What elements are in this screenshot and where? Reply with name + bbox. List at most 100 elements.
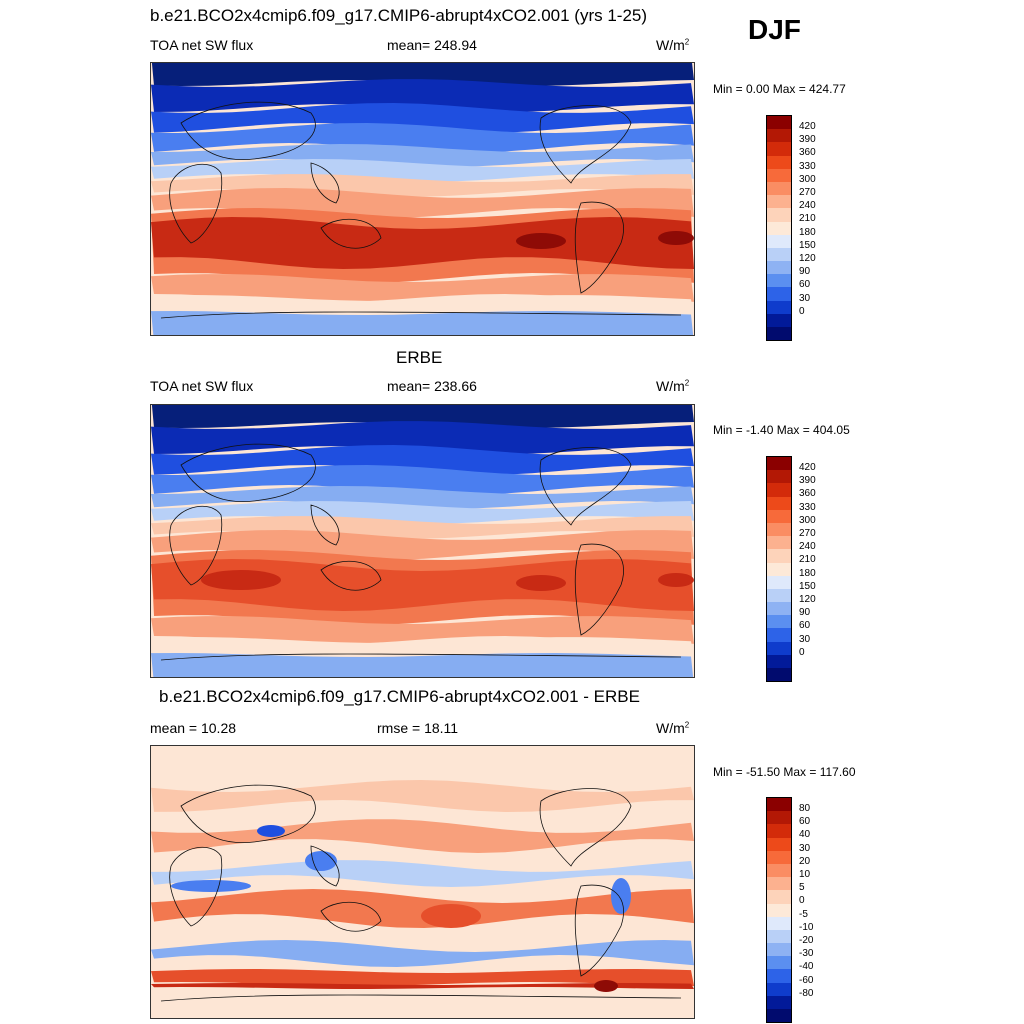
colorbar-tick-label: -20 xyxy=(799,935,814,946)
colorbar-segment xyxy=(767,522,791,537)
contour-band xyxy=(151,486,694,509)
contour-maximum xyxy=(658,231,694,245)
colorbar-segment xyxy=(767,155,791,169)
colorbar-segment xyxy=(767,982,791,996)
colorbar-tick-label: 20 xyxy=(799,855,811,867)
colorbar-tick-label: 120 xyxy=(799,594,816,605)
contour-minimum xyxy=(257,825,285,837)
colorbar-segment xyxy=(767,536,791,550)
map-plot xyxy=(150,745,695,1019)
colorbar-tick-label: -60 xyxy=(799,974,814,986)
colorbar-tick-label: 300 xyxy=(799,173,816,185)
colorbar-segment xyxy=(767,509,791,523)
colorbar-segment xyxy=(767,811,791,825)
colorbar-tick-label: 180 xyxy=(799,567,816,579)
colorbar-tick-label: 390 xyxy=(799,475,816,487)
contour-maximum xyxy=(658,573,694,587)
colorbar-segment xyxy=(767,824,791,838)
colorbar-segment xyxy=(767,995,791,1009)
colorbar-tick-label: 120 xyxy=(799,253,816,264)
colorbar-segment xyxy=(767,483,791,497)
map-plot xyxy=(150,62,695,336)
contour-band xyxy=(151,653,694,677)
colorbar-segment xyxy=(767,837,791,851)
colorbar-tick-label: 180 xyxy=(799,226,816,238)
colorbar-segment xyxy=(767,327,791,341)
contour-band xyxy=(151,860,694,887)
colorbar-tick-label: 300 xyxy=(799,514,816,526)
colorbar-segment xyxy=(767,195,791,209)
colorbar-segment xyxy=(767,313,791,327)
contour-band xyxy=(151,405,694,428)
colorbar-tick-label: 10 xyxy=(799,869,811,880)
mean-label: mean= 248.94 xyxy=(387,37,477,53)
colorbar-segment xyxy=(767,129,791,143)
contour-band xyxy=(151,63,694,86)
colorbar-tick-label: 240 xyxy=(799,200,816,212)
contour-minimum xyxy=(611,878,631,914)
colorbar-tick-label: -10 xyxy=(799,921,814,933)
contour-band xyxy=(151,616,694,644)
contour-band xyxy=(151,144,694,167)
contour-minimum xyxy=(171,880,251,892)
colorbar-tick-label: 30 xyxy=(799,633,811,645)
colorbar-tick-label: 60 xyxy=(799,279,811,291)
min-max-label: Min = -1.40 Max = 404.05 xyxy=(713,423,850,437)
contour-band xyxy=(151,174,694,197)
colorbar-tick-label: 40 xyxy=(799,829,811,841)
contour-band xyxy=(151,983,694,989)
colorbar-segment xyxy=(767,562,791,576)
colorbar-segment xyxy=(767,929,791,944)
contour-band xyxy=(151,421,694,454)
colorbar-tick-label: 60 xyxy=(799,816,811,828)
colorbar-segment xyxy=(767,654,791,668)
colorbar-tick-label: 30 xyxy=(799,842,811,854)
colorbar-segment xyxy=(767,221,791,235)
colorbar-tick-label: 150 xyxy=(799,580,816,592)
colorbar-segment xyxy=(767,903,791,917)
colorbar-tick-label: 150 xyxy=(799,239,816,251)
coastline-outline xyxy=(160,784,682,1002)
colorbar-segment xyxy=(767,943,791,957)
colorbar-tick-label: 270 xyxy=(799,187,816,198)
colorbar-tick-label: 330 xyxy=(799,160,816,172)
contour-maximum xyxy=(516,233,566,249)
colorbar-segment xyxy=(767,247,791,262)
units-label: W/m2 xyxy=(656,378,690,394)
colorbar-segment xyxy=(767,181,791,196)
variable-label: TOA net SW flux xyxy=(150,37,254,53)
map-plot xyxy=(150,404,695,678)
contour-band xyxy=(151,79,694,112)
coastline-outline xyxy=(160,443,682,661)
colorbar-tick-label: 30 xyxy=(799,292,811,304)
contour-maximum xyxy=(201,570,281,590)
contour-band xyxy=(151,445,694,475)
colorbar-tick-label: -40 xyxy=(799,961,814,973)
variable-label: TOA net SW flux xyxy=(150,378,254,394)
colorbar-tick-label: -30 xyxy=(799,948,814,960)
colorbar-segment xyxy=(767,602,791,616)
colorbar-tick-label: 90 xyxy=(799,266,811,278)
colorbar-segment xyxy=(767,1009,791,1023)
colorbar-tick-label: 210 xyxy=(799,213,816,225)
colorbar-tick-label: 420 xyxy=(799,121,816,132)
colorbar-tick-label: -5 xyxy=(799,908,808,920)
colorbar-segment xyxy=(767,575,791,589)
contour-band xyxy=(151,819,694,853)
colorbar-segment xyxy=(767,850,791,864)
colorbar-segment xyxy=(767,496,791,510)
colorbar-segment xyxy=(767,890,791,904)
colorbar-segment xyxy=(767,300,791,314)
coastline-outline xyxy=(160,101,682,319)
colorbar-tick-label: 90 xyxy=(799,607,811,619)
rmse-label: rmse = 18.11 xyxy=(377,720,459,736)
colorbar-segment xyxy=(767,142,791,156)
colorbar-segment xyxy=(767,116,791,130)
contour-maximum xyxy=(201,228,281,248)
contour-band xyxy=(151,103,694,133)
contour-band xyxy=(151,969,694,986)
colorbar-segment xyxy=(767,615,791,629)
colorbar-tick-label: -80 xyxy=(799,987,814,999)
colorbar-tick-label: 240 xyxy=(799,541,816,553)
colorbar-tick-label: 5 xyxy=(799,882,805,894)
